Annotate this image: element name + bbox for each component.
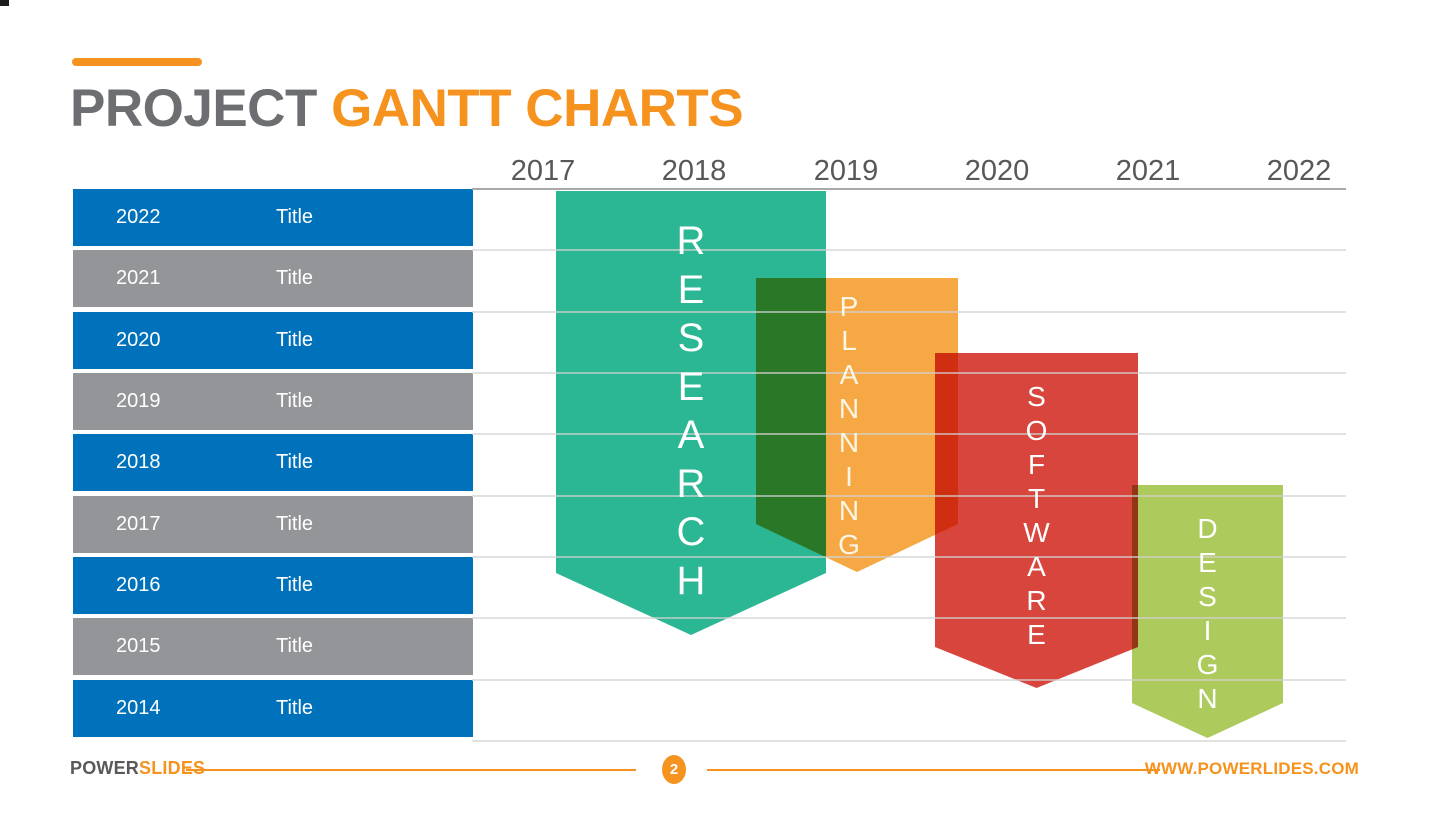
table-row: 2020 Title <box>73 311 473 369</box>
row-year: 2022 <box>116 206 161 228</box>
ribbon-label-letter: T <box>1027 483 1046 514</box>
row-year: 2016 <box>116 573 161 596</box>
row-year: 2019 <box>116 389 161 412</box>
grid-line-highlight <box>472 494 1346 497</box>
row-year: 2015 <box>116 635 161 658</box>
ribbon-label-letter: C <box>676 510 706 554</box>
table-row: 2022 Title <box>73 189 473 246</box>
table-row: 2021 Title <box>73 250 473 308</box>
row-title: Title <box>276 696 314 719</box>
row-title: Title <box>276 206 314 228</box>
title-accent-bar <box>72 58 202 66</box>
ribbon-label-letter: E <box>677 267 705 312</box>
brand-logo-accent: SLIDES <box>139 758 206 778</box>
page-title-accent: GANTT CHARTS <box>331 79 744 138</box>
ribbon-label-letter: G <box>1196 649 1219 680</box>
row-title: Title <box>276 451 314 474</box>
ribbon-label-letter: O <box>1025 415 1048 446</box>
ribbon-label-letter: A <box>677 413 705 457</box>
page-number: 2 <box>669 761 679 778</box>
ribbon-label-letter: P <box>839 291 859 322</box>
footer-divider-right <box>707 769 1160 771</box>
page-number-badge: 2 <box>662 755 686 784</box>
row-year: 2020 <box>116 328 161 351</box>
ribbon-label-letter: R <box>676 219 706 263</box>
grid-line-highlight <box>472 678 1346 681</box>
column-year-label: 2021 <box>1115 155 1181 187</box>
ribbon-label-letter: N <box>838 495 860 526</box>
page-title: PROJECT GANTT CHARTS <box>70 79 744 138</box>
ribbon-label-letter: S <box>1027 381 1046 412</box>
ribbon-label-letter: I <box>845 461 853 492</box>
grid-line-highlight <box>472 310 1346 313</box>
grid-top-line <box>472 188 1346 190</box>
ribbon-design <box>1132 485 1283 738</box>
row-year: 2014 <box>116 696 161 719</box>
ribbon-shape <box>756 278 958 572</box>
ribbon-label-letter: N <box>838 393 860 424</box>
ribbon-software <box>935 353 1138 688</box>
grid-line-highlight <box>472 617 1346 620</box>
ribbon-label-letter: E <box>1027 619 1046 650</box>
row-title: Title <box>276 389 314 412</box>
grid-line-highlight <box>472 739 1346 742</box>
brand-logo-primary: POWER <box>70 758 140 778</box>
grid-line-highlight <box>472 371 1346 374</box>
row-year: 2021 <box>116 267 161 290</box>
ribbon-label-letter: R <box>676 461 706 506</box>
column-year-label: 2017 <box>510 155 576 187</box>
grid-line-highlight <box>472 555 1346 558</box>
row-title: Title <box>276 267 314 290</box>
ribbon-label-letter: L <box>841 325 857 356</box>
column-year-label: 2022 <box>1266 155 1332 187</box>
grid-line-highlight <box>472 249 1346 252</box>
ribbon-label-letter: G <box>838 529 860 560</box>
ribbon-shape <box>935 353 1138 688</box>
ribbon-label-letter: I <box>1203 615 1212 646</box>
ribbon-label-letter: N <box>1197 683 1218 714</box>
ribbon-label-letter: H <box>676 558 706 603</box>
ribbon-label-letter: E <box>677 364 705 409</box>
brand-logo: POWERSLIDES <box>70 759 205 777</box>
ribbon-label-letter: F <box>1027 449 1046 480</box>
column-year-label: 2019 <box>813 155 879 187</box>
table-row: 2018 Title <box>73 434 473 492</box>
column-year-label: 2020 <box>964 155 1030 187</box>
table-row: 2015 Title <box>73 618 473 676</box>
ribbon-label-letter: N <box>838 427 860 458</box>
grid-line-highlight <box>472 433 1346 436</box>
ribbon-label-letter: E <box>1198 547 1217 578</box>
ribbon-label-letter: S <box>1198 581 1217 612</box>
ribbon-label-letter: R <box>1026 585 1047 616</box>
table-row: 2017 Title <box>73 495 473 553</box>
ribbon-label-letter: S <box>677 316 705 360</box>
row-title: Title <box>276 573 314 596</box>
screen-corner-artifact <box>0 0 9 6</box>
row-year: 2017 <box>116 512 161 535</box>
column-year-label: 2018 <box>661 155 727 187</box>
row-title: Title <box>276 512 314 535</box>
ribbon-label-letter: A <box>1027 551 1046 582</box>
table-row: 2014 Title <box>73 679 473 737</box>
table-row: 2016 Title <box>73 556 473 614</box>
ribbon-shape <box>1132 485 1283 738</box>
ribbon-label-letter: W <box>1023 517 1050 548</box>
row-title: Title <box>276 328 314 351</box>
page-title-primary: PROJECT <box>70 79 317 138</box>
table-row: 2019 Title <box>73 372 473 430</box>
row-title: Title <box>276 635 314 658</box>
footer-divider-left <box>186 769 636 771</box>
ribbon-planning <box>756 278 958 572</box>
row-year: 2018 <box>116 451 161 474</box>
ribbon-label-letter: D <box>1197 513 1218 544</box>
ribbon-label-letter: A <box>839 359 859 390</box>
website-url: WWW.POWERLIDES.COM <box>1144 759 1359 778</box>
